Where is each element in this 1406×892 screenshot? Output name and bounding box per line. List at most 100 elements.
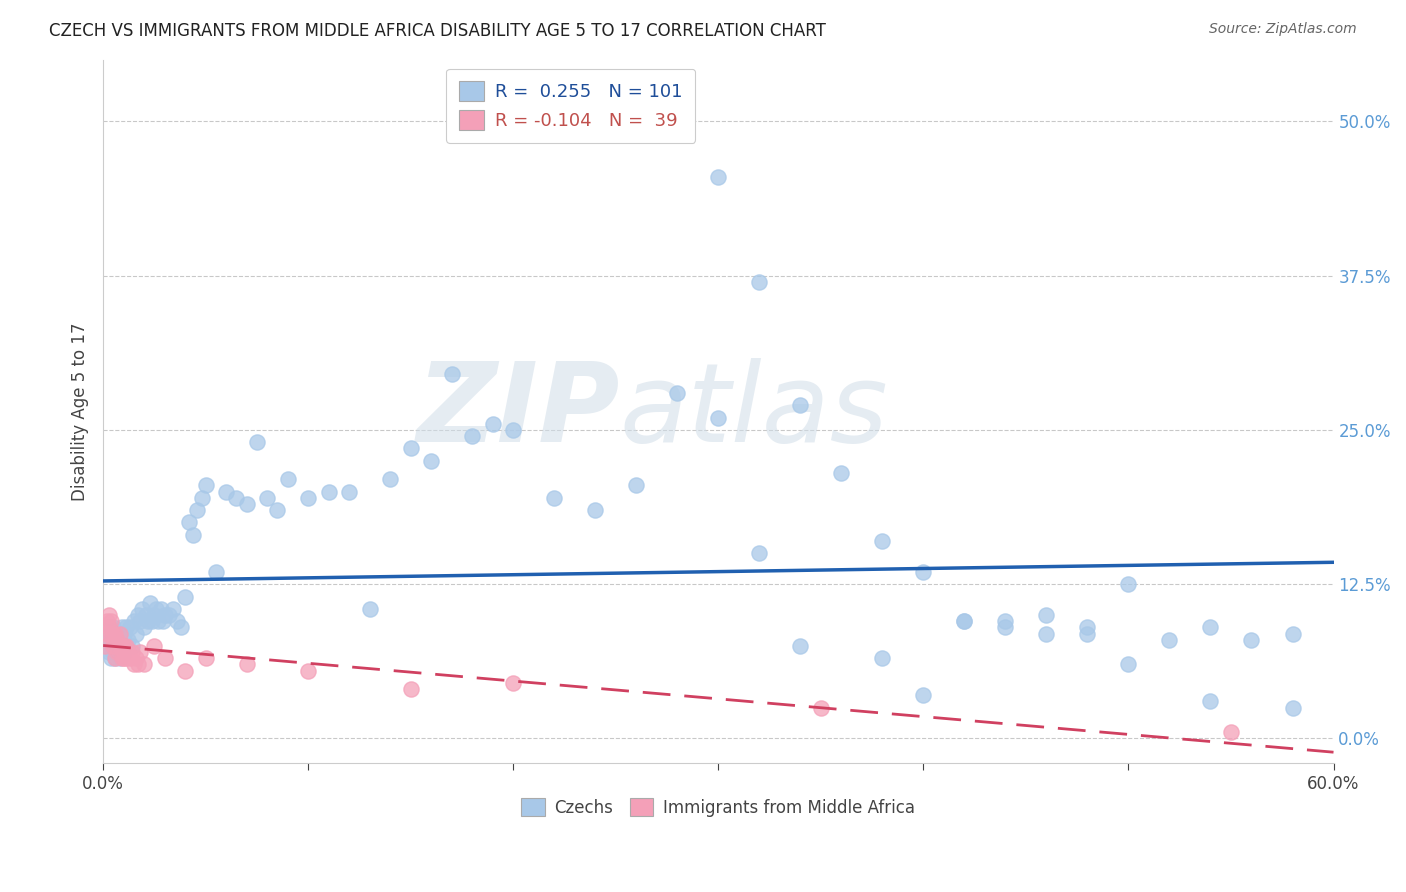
Point [235, 497, 257, 511]
Point [225, 491, 247, 505]
Point [143, 607, 166, 622]
Point [174, 664, 197, 678]
Y-axis label: Disability Age 5 to 17: Disability Age 5 to 17 [72, 322, 89, 500]
Legend: Czechs, Immigrants from Middle Africa: Czechs, Immigrants from Middle Africa [513, 789, 924, 825]
Point [186, 503, 208, 517]
Point [748, 546, 770, 560]
Point [912, 688, 935, 702]
Point [110, 639, 132, 653]
Point [872, 533, 894, 548]
Point [380, 472, 402, 486]
Point [103, 645, 125, 659]
Point [112, 651, 135, 665]
Point [420, 454, 443, 468]
Point [103, 639, 125, 653]
Point [148, 614, 170, 628]
Point [122, 657, 145, 672]
Point [96, 614, 118, 628]
Point [129, 614, 152, 628]
Point [481, 417, 503, 431]
Point [135, 607, 157, 622]
Point [1281, 626, 1303, 640]
Point [114, 639, 136, 653]
Text: atlas: atlas [620, 358, 889, 465]
Point [131, 602, 153, 616]
Point [98, 620, 121, 634]
Point [107, 645, 129, 659]
Point [125, 651, 148, 665]
Point [108, 651, 131, 665]
Point [1199, 694, 1222, 708]
Point [94, 639, 117, 653]
Point [117, 632, 139, 647]
Point [100, 626, 122, 640]
Point [129, 645, 152, 659]
Point [110, 639, 132, 653]
Point [461, 429, 484, 443]
Point [789, 398, 811, 412]
Point [157, 607, 180, 622]
Point [139, 596, 162, 610]
Point [277, 472, 299, 486]
Point [1159, 632, 1181, 647]
Point [666, 385, 689, 400]
Point [215, 484, 238, 499]
Point [1281, 700, 1303, 714]
Point [110, 620, 132, 634]
Point [789, 639, 811, 653]
Point [183, 528, 205, 542]
Point [118, 651, 141, 665]
Point [912, 565, 935, 579]
Point [205, 565, 228, 579]
Point [100, 626, 122, 640]
Point [318, 484, 340, 499]
Point [104, 626, 127, 640]
Point [134, 657, 156, 672]
Point [174, 590, 197, 604]
Point [810, 700, 832, 714]
Point [121, 639, 143, 653]
Point [543, 491, 565, 505]
Point [127, 607, 149, 622]
Point [399, 442, 422, 456]
Point [179, 516, 201, 530]
Point [107, 632, 129, 647]
Point [108, 639, 131, 653]
Point [98, 607, 121, 622]
Point [748, 275, 770, 289]
Point [118, 620, 141, 634]
Point [96, 626, 118, 640]
Point [125, 626, 148, 640]
Point [104, 651, 127, 665]
Point [114, 639, 136, 653]
Point [114, 651, 136, 665]
Point [830, 466, 852, 480]
Point [235, 657, 257, 672]
Point [707, 169, 730, 184]
Point [122, 614, 145, 628]
Point [100, 614, 122, 628]
Point [127, 657, 149, 672]
Point [104, 651, 127, 665]
Point [256, 491, 278, 505]
Point [246, 435, 269, 450]
Point [94, 639, 117, 653]
Point [1240, 632, 1263, 647]
Point [110, 651, 132, 665]
Point [297, 491, 319, 505]
Point [107, 632, 129, 647]
Point [103, 632, 125, 647]
Text: CZECH VS IMMIGRANTS FROM MIDDLE AFRICA DISABILITY AGE 5 TO 17 CORRELATION CHART: CZECH VS IMMIGRANTS FROM MIDDLE AFRICA D… [49, 22, 827, 40]
Point [872, 651, 894, 665]
Point [1076, 626, 1098, 640]
Point [194, 478, 217, 492]
Point [136, 614, 159, 628]
Point [359, 602, 381, 616]
Point [1035, 607, 1057, 622]
Point [1220, 725, 1243, 739]
Point [107, 645, 129, 659]
Point [108, 626, 131, 640]
Point [440, 368, 463, 382]
Point [103, 626, 125, 640]
Point [112, 626, 135, 640]
